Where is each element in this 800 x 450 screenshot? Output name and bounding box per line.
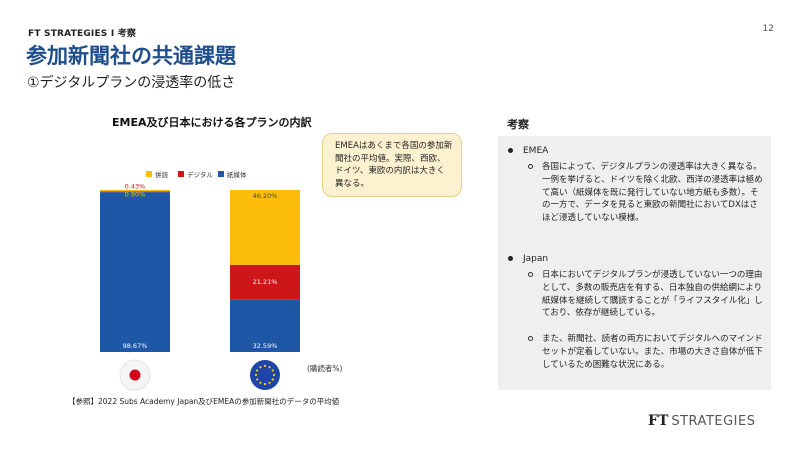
section-bullet-japan: Japan <box>508 254 548 264</box>
page-subtitle: ①デジタルプランの浸透率の低さ <box>27 75 236 91</box>
japan-flag-sun <box>129 369 141 381</box>
list-item-text: 各国によって、デジタルプランの浸透率は大きく異なる。一例を挙げると、ドイツを除く… <box>542 162 763 224</box>
list-item: 各国によって、デジタルプランの浸透率は大きく異なる。一例を挙げると、ドイツを除く… <box>528 161 766 225</box>
bar-segment <box>100 191 170 193</box>
discussion-panel: EMEA 各国によって、デジタルプランの浸透率は大きく異なる。一例を挙げると、ド… <box>498 136 771 390</box>
y-unit-label: (購読者%) <box>307 364 343 373</box>
data-label: 0.43% <box>125 182 146 190</box>
bar-segment <box>100 192 170 352</box>
list-item: 日本においてデジタルプランが浸透していない一つの理由として、多数の販売店を有する… <box>528 269 766 320</box>
bar-segment <box>230 299 300 352</box>
legend-label: デジタル <box>187 170 213 179</box>
data-label: 32.59% <box>253 342 278 350</box>
chart-title: EMEA及び日本における各プランの内訳 <box>112 116 312 129</box>
data-label: 21.21% <box>253 278 278 286</box>
bullet-dot-icon <box>508 256 513 261</box>
section-title-japan: Japan <box>523 254 549 264</box>
ft-strategies-logo: FT STRATEGIES <box>648 413 755 429</box>
breadcrumb: FT STRATEGIES Ⅰ 考察 <box>28 29 137 39</box>
eu-flag-star <box>259 381 262 384</box>
eu-flag-star <box>254 373 258 377</box>
source-note: 【参照】2022 Subs Academy Japan及びEMEAの参加新聞社の… <box>68 397 340 406</box>
eu-flag-star <box>268 381 271 384</box>
eu-flag-star <box>256 378 259 381</box>
eu-flag-icon <box>250 360 280 390</box>
callout-note: EMEAはあくまで各国の参加新聞社の平均値。実際、西欧、ドイツ、東欧の内訳は大き… <box>322 133 462 197</box>
legend-swatch <box>146 171 152 177</box>
discussion-heading: 考察 <box>507 118 529 131</box>
bullet-dot-icon <box>508 148 513 153</box>
eu-flag-star <box>259 366 262 369</box>
bar-segment <box>230 190 300 265</box>
eu-flag-star <box>271 378 274 381</box>
eu-flag-star <box>268 366 271 369</box>
circle-bullet-icon <box>528 336 533 341</box>
eu-flag-star <box>271 369 274 372</box>
stacked-bar-chart: 併読 デジタル 紙媒体 98.67% 0.43%0.90% 32.59% 21.21% 46.… <box>100 170 300 391</box>
legend-swatch <box>218 171 224 177</box>
section-title-emea: EMEA <box>523 146 549 156</box>
legend-swatch <box>178 171 184 177</box>
legend-label: 紙媒体 <box>227 170 247 179</box>
bar-segment <box>230 264 300 300</box>
list-item-text: 日本においてデジタルプランが浸透していない一つの理由として、多数の販売店を有する… <box>542 270 763 319</box>
eu-flag-star <box>263 364 267 368</box>
data-label: 98.67% <box>123 342 148 350</box>
page-number: 12 <box>762 24 774 34</box>
page-title: 参加新聞社の共通課題 <box>26 44 236 68</box>
logo-name: STRATEGIES <box>671 414 756 429</box>
eu-flag-star <box>256 369 259 372</box>
logo-mark: FT <box>648 413 669 429</box>
circle-bullet-icon <box>528 164 533 169</box>
circle-bullet-icon <box>528 272 533 277</box>
list-item-text: また、新聞社、読者の両方においてデジタルへのマインドセットが定着していない。また… <box>542 334 763 370</box>
data-label: 0.90% <box>125 190 146 198</box>
section-bullet-emea: EMEA <box>508 146 548 156</box>
data-label: 46.20% <box>253 192 278 200</box>
list-item: また、新聞社、読者の両方においてデジタルへのマインドセットが定着していない。また… <box>528 333 766 371</box>
legend-label: 併読 <box>155 170 169 179</box>
eu-flag-star <box>272 373 276 377</box>
bar-segment <box>100 190 170 192</box>
eu-flag-star <box>263 382 267 386</box>
